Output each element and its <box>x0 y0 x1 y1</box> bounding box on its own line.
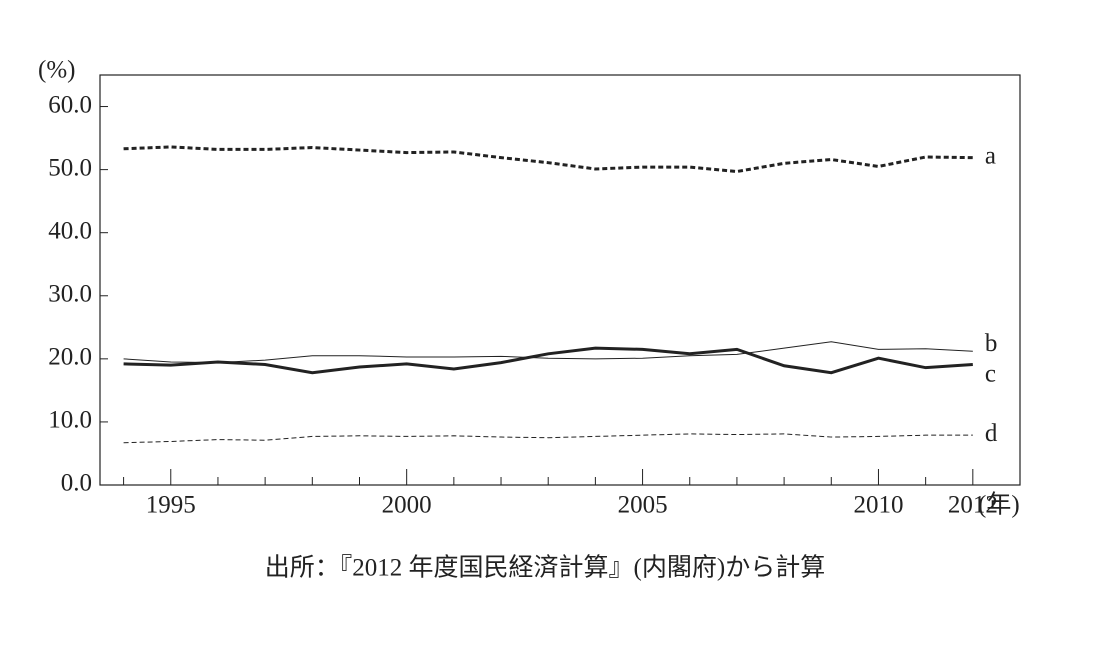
caption: 出所：『2012 年度国民経済計算』(内閣府)から計算 <box>265 554 825 582</box>
x-tick-label: 2005 <box>618 492 668 519</box>
series-line <box>123 145 973 174</box>
y-axis-label: (%) <box>38 57 75 84</box>
x-tick-label: 2000 <box>382 492 432 519</box>
y-tick-label: 10.0 <box>48 407 92 434</box>
x-tick-label: 2010 <box>853 492 903 519</box>
x-tick-label: 1995 <box>146 492 196 519</box>
series-label: b <box>985 330 998 357</box>
y-tick-label: 40.0 <box>48 217 92 244</box>
y-tick-label: 30.0 <box>48 281 92 308</box>
series-line <box>123 346 973 375</box>
y-tick-label: 0.0 <box>61 470 92 497</box>
y-tick-label: 60.0 <box>48 91 92 118</box>
y-tick-label: 20.0 <box>48 344 92 371</box>
x-axis-label: (年) <box>978 491 1020 519</box>
series-line <box>123 341 973 364</box>
y-tick-label: 50.0 <box>48 154 92 181</box>
series-line <box>123 433 973 444</box>
x-tick-label: 2012 <box>948 492 998 519</box>
series-label: a <box>985 142 996 169</box>
series-label: c <box>985 360 996 387</box>
plot-frame <box>99 74 1021 486</box>
series-label: d <box>985 420 998 447</box>
